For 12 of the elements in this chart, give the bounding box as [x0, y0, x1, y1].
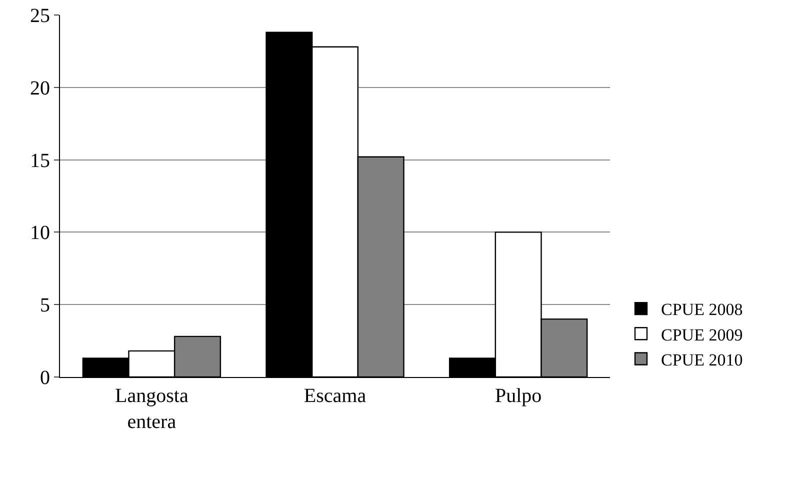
y-tick-label: 15 [30, 150, 50, 172]
y-tick-label: 20 [30, 77, 50, 100]
x-tick-label: Langosta entera [115, 385, 188, 433]
legend-label: CPUE 2008 [661, 300, 743, 320]
legend-label: CPUE 2010 [661, 350, 743, 370]
legend-label: CPUE 2009 [661, 325, 743, 344]
y-tick-label: 0 [40, 367, 50, 389]
y-tick-label: 5 [40, 294, 50, 317]
x-tick-label: Pulpo [494, 385, 542, 407]
y-tick-label: 10 [30, 222, 50, 244]
y-tick-label: 25 [30, 5, 50, 27]
x-tick-label: Escama [304, 385, 366, 407]
